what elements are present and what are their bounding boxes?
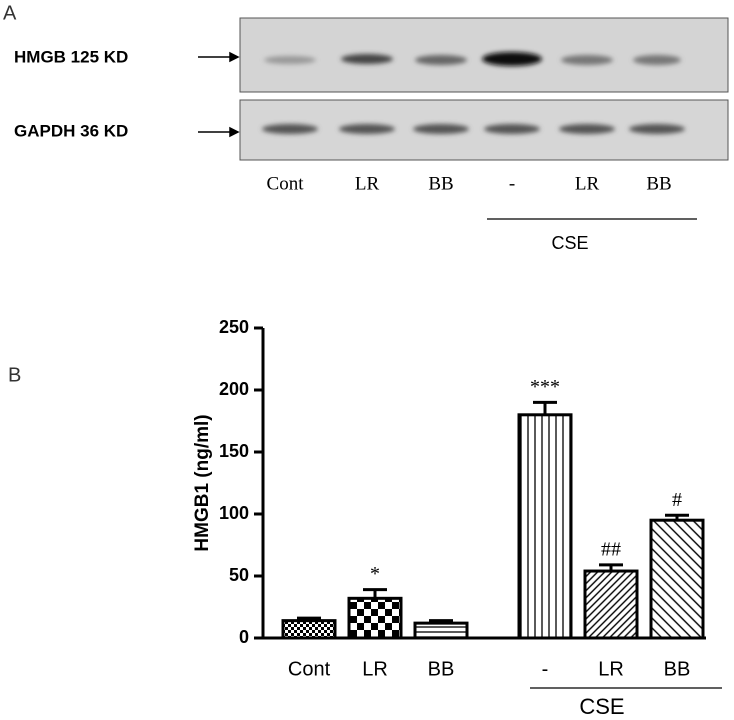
y-axis-title: HMGB1 (ng/ml)	[192, 414, 213, 551]
bar	[649, 518, 705, 640]
y-tick-label: 150	[219, 441, 249, 461]
bar	[583, 569, 639, 640]
x-tick-label: LR	[598, 658, 624, 680]
y-tick-label: 250	[219, 317, 249, 337]
x-tick-label: BB	[664, 658, 691, 680]
lane-label: LR	[355, 173, 380, 194]
lane-label: LR	[575, 173, 600, 194]
panel-label: B	[8, 364, 21, 386]
annotation: ##	[601, 538, 621, 560]
x-tick-label: LR	[362, 658, 388, 680]
annotation: ***	[530, 376, 560, 398]
bar	[347, 596, 403, 640]
panel-label: A	[3, 2, 17, 24]
lane-label: -	[509, 173, 515, 194]
bar	[517, 413, 573, 640]
y-tick-label: 200	[219, 379, 249, 399]
blot-label: HMGB 125 KD	[14, 47, 128, 66]
arrows	[198, 51, 240, 138]
y-tick-label: 100	[219, 503, 249, 523]
group-label: CSE	[579, 694, 624, 719]
blot-label: GAPDH 36 KD	[14, 121, 128, 140]
lane-label: Cont	[267, 173, 305, 194]
bar	[413, 621, 469, 640]
group-label: CSE	[551, 233, 588, 253]
annotation: *	[370, 563, 380, 585]
blot	[239, 17, 729, 93]
bands	[262, 52, 685, 134]
x-tick-label: BB	[428, 658, 455, 680]
lane-label: BB	[646, 173, 671, 194]
lane-label: BB	[428, 173, 453, 194]
y-tick-label: 50	[229, 565, 249, 585]
y-tick-label: 0	[239, 627, 249, 647]
x-tick-label: -	[542, 658, 549, 680]
annotation: #	[672, 489, 682, 511]
bar	[281, 619, 337, 640]
x-tick-label: Cont	[288, 658, 331, 680]
